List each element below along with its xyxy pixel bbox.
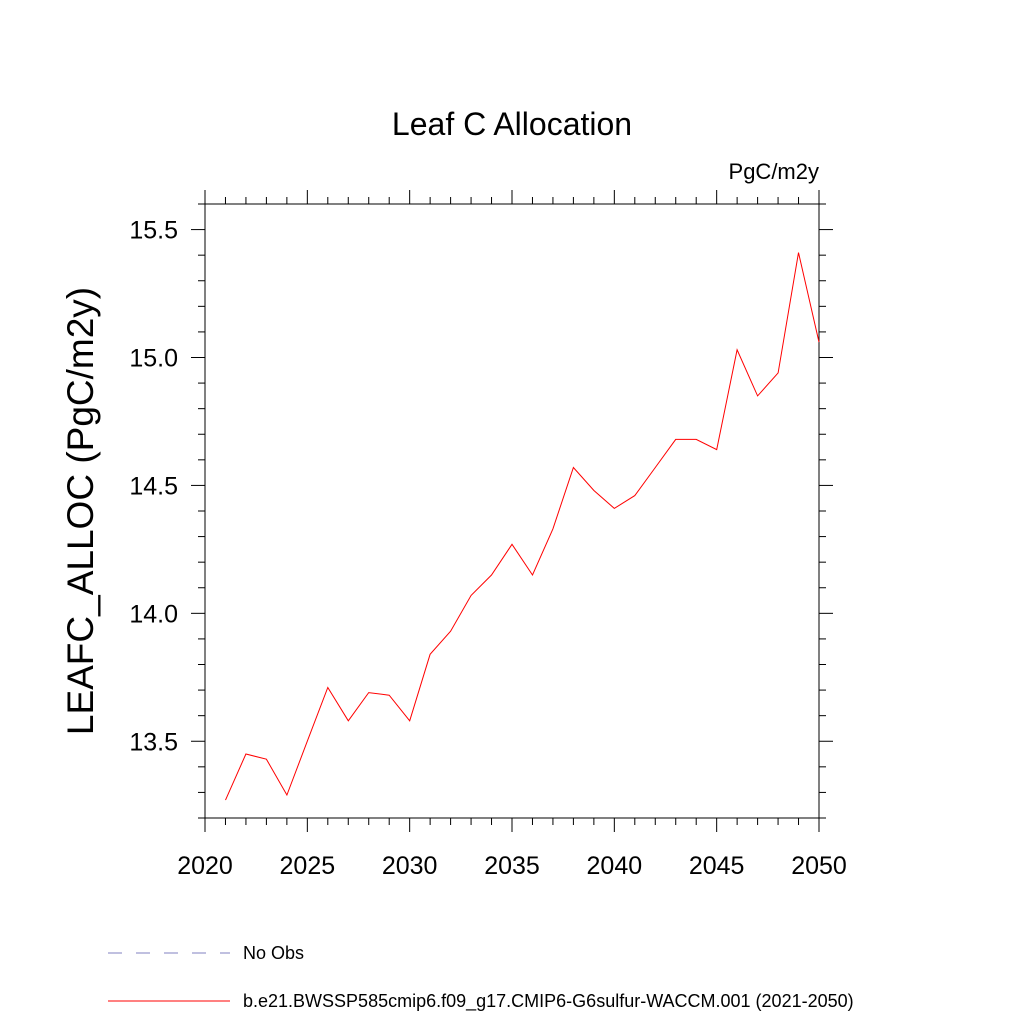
units-label: PgC/m2y [729,159,819,184]
y-tick-label: 15.5 [129,217,178,245]
x-tick-label: 2040 [587,852,643,880]
y-tick-label: 15.0 [129,345,178,373]
x-tick-label: 2050 [791,852,847,880]
series-group [225,252,820,801]
y-tick-label: 13.5 [129,728,178,756]
legend-label-no-obs: No Obs [243,943,304,963]
x-tick-label: 2020 [177,852,233,880]
y-tick-label: 14.0 [129,600,178,628]
x-tick-label: 2025 [280,852,336,880]
x-tick-label: 2030 [382,852,438,880]
chart-title: Leaf C Allocation [392,106,632,142]
y-axis-label: LEAFC_ALLOC (PgC/m2y) [60,287,101,735]
axis-ticks: 2020 2025 2030 2035 2040 2045 2050 13.5 14.0 14.5… [129,190,847,880]
legend: No Obs b.e21.BWSSP585cmip6.f09_g17.CMIP6… [108,943,854,1012]
plot-frame [204,203,820,819]
x-tick-label: 2035 [484,852,540,880]
series-line [225,252,820,801]
x-tick-label: 2045 [689,852,745,880]
legend-label-model: b.e21.BWSSP585cmip6.f09_g17.CMIP6-G6sulf… [243,991,854,1012]
y-tick-label: 14.5 [129,472,178,500]
